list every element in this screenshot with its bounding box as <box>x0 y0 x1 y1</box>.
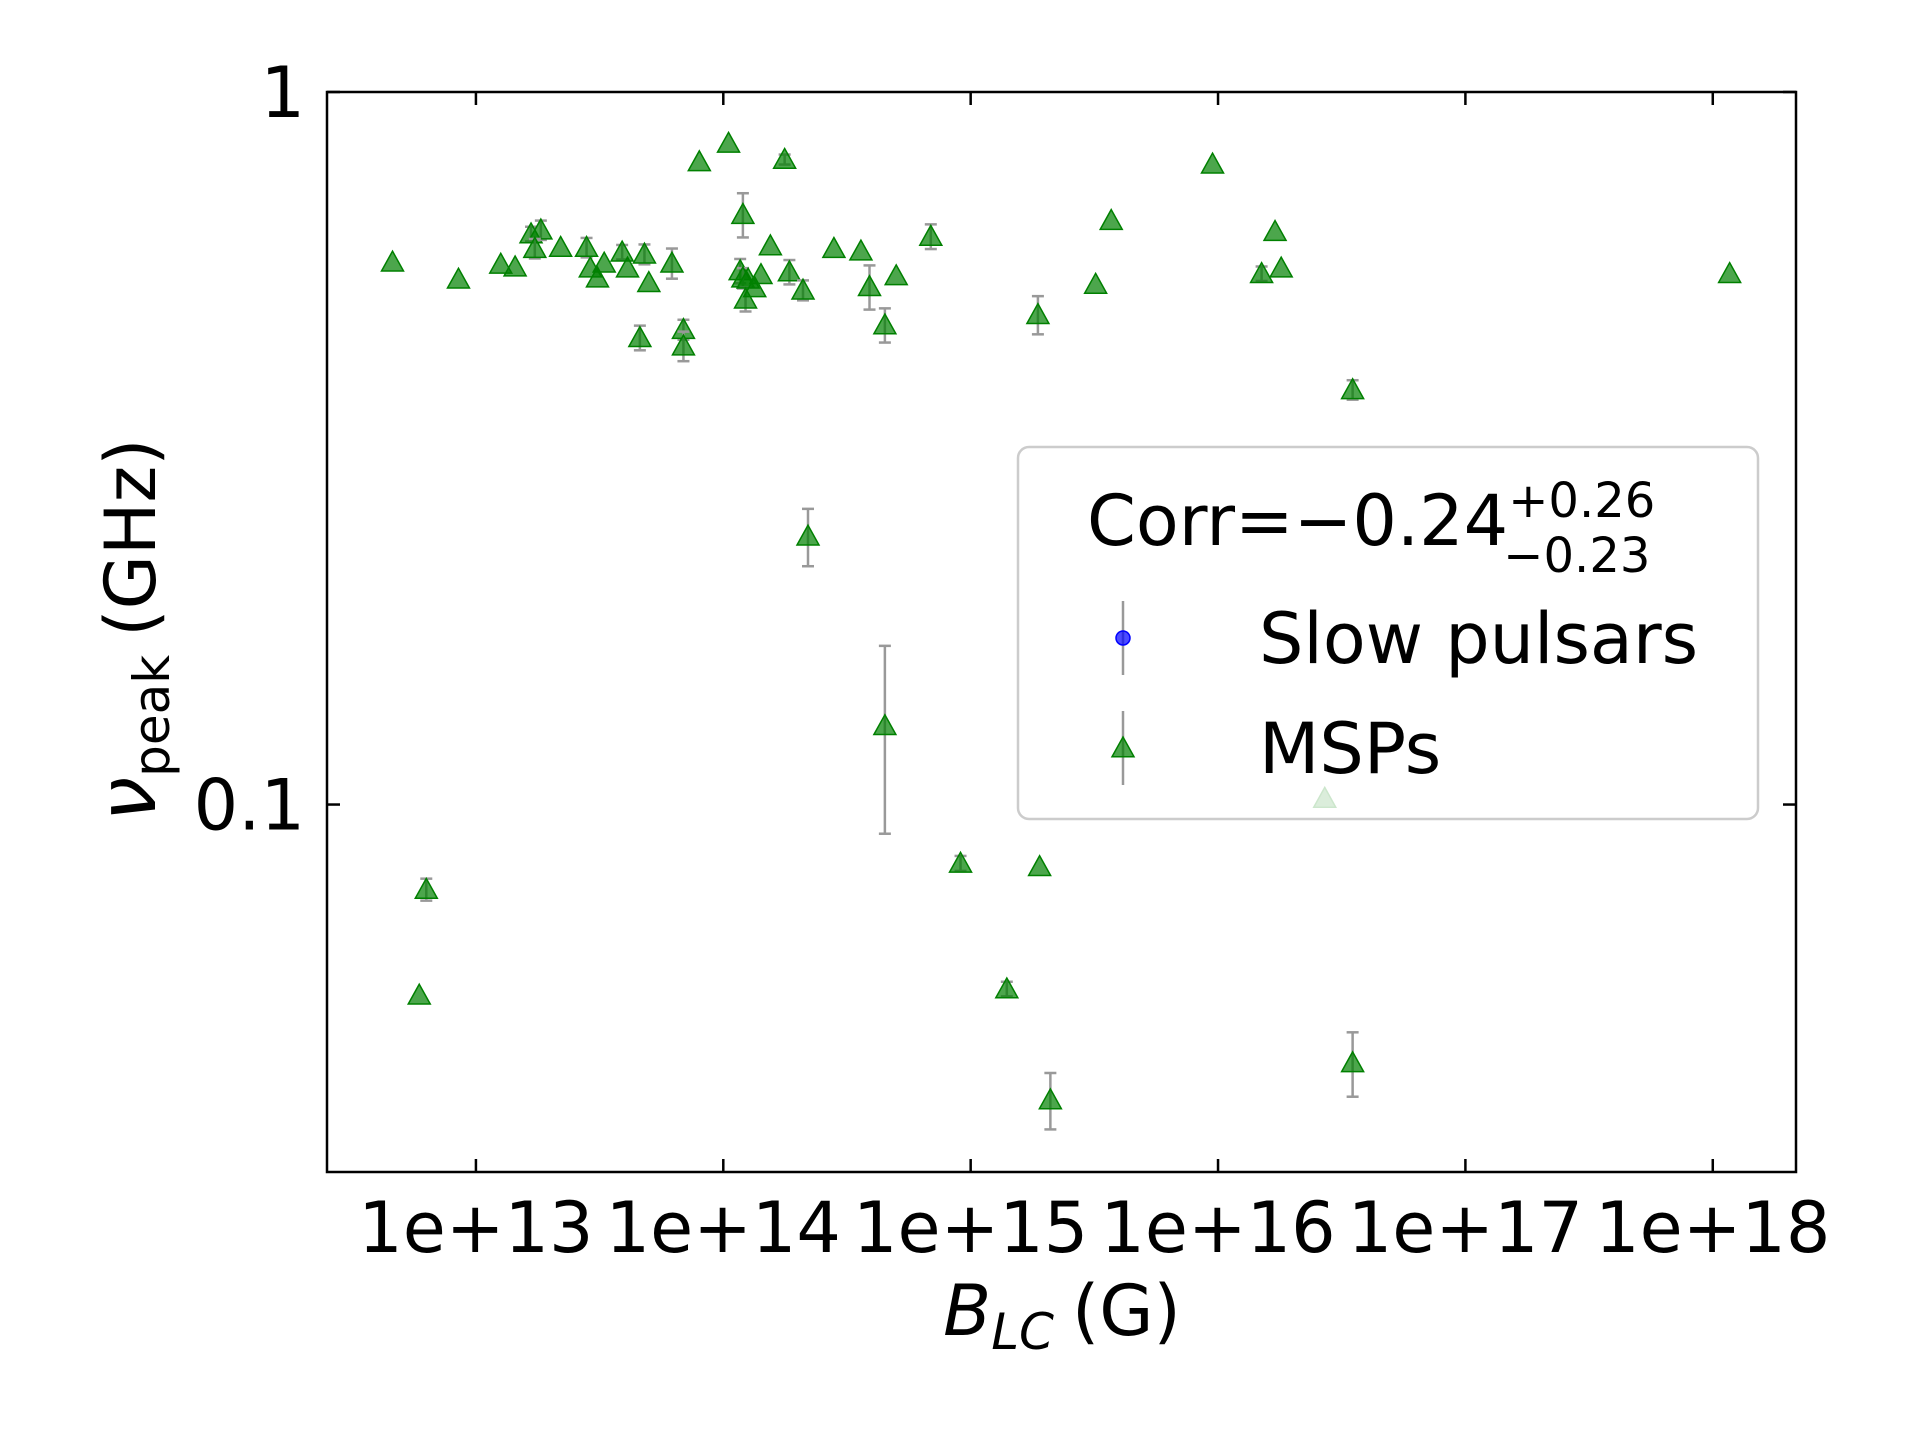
y-label-sub: peak <box>123 655 181 777</box>
marker <box>1340 1050 1365 1073</box>
marker <box>821 235 847 259</box>
marker <box>659 250 685 273</box>
marker <box>716 130 741 153</box>
marker <box>446 266 471 289</box>
y-label-main: ν <box>81 777 174 822</box>
marker <box>848 238 874 261</box>
marker <box>609 239 635 262</box>
marker <box>758 233 783 256</box>
marker <box>1098 208 1124 231</box>
marker <box>733 286 758 309</box>
marker <box>1110 735 1136 758</box>
ticks: 1e+13 1e+14 1e+15 1e+16 1e+17 1e+18 0.1 1 <box>194 52 1831 1269</box>
marker <box>994 976 1020 999</box>
marker <box>488 251 514 274</box>
x-tick-label: 1e+14 <box>606 1187 841 1269</box>
marker <box>1268 255 1294 278</box>
marker <box>948 850 973 873</box>
marker <box>742 275 768 298</box>
marker <box>574 234 599 258</box>
x-axis-label: BLC (G) <box>943 1270 1181 1361</box>
marker <box>795 523 821 546</box>
marker <box>883 263 909 286</box>
marker <box>522 235 548 259</box>
x-tick-label: 1e+16 <box>1100 1187 1335 1269</box>
x-tick-label: 1e+15 <box>853 1187 1088 1269</box>
marker <box>772 146 797 170</box>
marker <box>872 312 898 335</box>
marker <box>1262 219 1288 242</box>
marker <box>918 223 944 247</box>
marker <box>615 255 640 278</box>
legend-title-main: Corr=−0.24 <box>1087 480 1508 562</box>
y-axis-label: νpeak (GHz) <box>81 438 181 821</box>
x-tick-label: 1e+18 <box>1595 1187 1830 1269</box>
marker <box>730 202 756 225</box>
marker <box>1083 271 1108 294</box>
x-label-sub: LC <box>991 1303 1054 1361</box>
marker <box>548 234 573 258</box>
marker <box>1025 302 1051 325</box>
marker <box>632 241 657 264</box>
x-tick-label: 1e+17 <box>1348 1187 1583 1269</box>
marker <box>1200 151 1225 174</box>
legend-label: Slow pulsars <box>1259 598 1698 680</box>
marker <box>671 333 696 356</box>
y-tick-label: 0.1 <box>194 765 305 847</box>
y-tick-label: 1 <box>260 52 305 134</box>
marker <box>502 254 528 277</box>
marker <box>585 265 610 288</box>
marker <box>591 250 617 273</box>
marker <box>380 249 405 272</box>
marker <box>406 982 432 1005</box>
marker <box>1038 1087 1063 1110</box>
y-label-unit: (GHz) <box>90 438 172 636</box>
error-bar <box>878 644 891 835</box>
marker <box>1027 854 1052 877</box>
marker <box>777 259 802 282</box>
legend: Corr=−0.24+0.26 −0.23 Slow pulsars MSPs <box>1016 445 1760 821</box>
marker <box>790 277 816 300</box>
x-tick-label: 1e+13 <box>358 1187 593 1269</box>
marker <box>1115 630 1131 646</box>
legend-label: MSPs <box>1259 708 1441 790</box>
marker <box>528 217 554 240</box>
marker <box>414 876 439 900</box>
marker <box>1717 261 1742 284</box>
plot-frame <box>325 90 1798 1174</box>
marker <box>1249 261 1274 284</box>
legend-title-sup: +0.26 <box>1508 473 1655 529</box>
legend-box <box>1016 445 1760 821</box>
marker <box>857 274 882 297</box>
marker <box>872 713 898 736</box>
points <box>380 130 1742 1131</box>
marker <box>627 325 653 348</box>
legend-title-sub: −0.23 <box>1503 528 1650 584</box>
marker <box>1340 377 1365 400</box>
marker <box>748 262 774 285</box>
marker <box>636 270 662 293</box>
marker <box>687 149 712 172</box>
x-label-main: B <box>943 1270 991 1352</box>
legend-title: Corr=−0.24+0.26 −0.23 <box>1087 473 1655 584</box>
x-label-unit: (G) <box>1072 1270 1181 1352</box>
